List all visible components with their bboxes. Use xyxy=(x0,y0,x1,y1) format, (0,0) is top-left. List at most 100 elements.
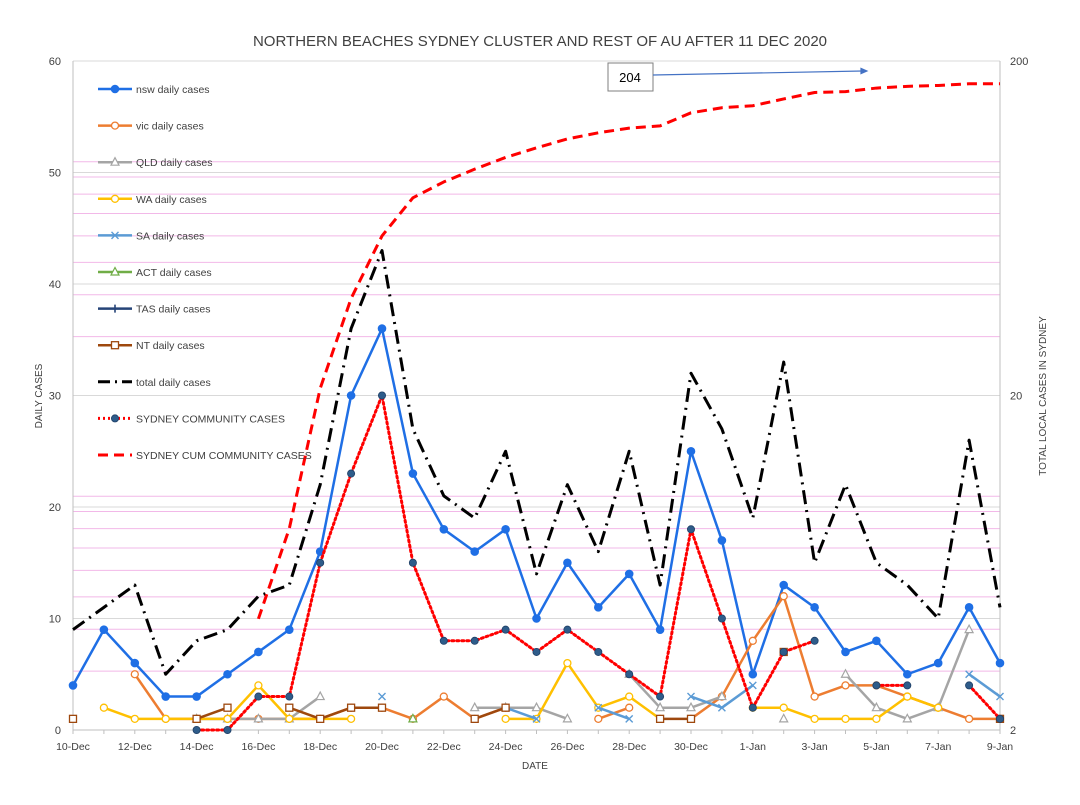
data-point xyxy=(254,647,263,657)
data-point xyxy=(872,681,881,690)
data-point xyxy=(563,558,572,568)
data-point xyxy=(625,692,634,701)
data-point xyxy=(501,525,510,534)
data-point xyxy=(748,669,758,679)
data-point xyxy=(686,714,696,723)
data-point xyxy=(470,636,479,645)
annotation-text: 204 xyxy=(619,70,641,85)
y-tick-label: 30 xyxy=(49,391,61,403)
data-point xyxy=(346,391,356,400)
data-point xyxy=(285,692,294,701)
data-point xyxy=(965,681,974,690)
data-point xyxy=(439,692,448,701)
legend-label: QLD daily cases xyxy=(136,157,212,169)
data-point xyxy=(686,701,696,712)
data-point xyxy=(316,558,325,567)
data-point xyxy=(130,658,140,668)
x-tick-label: 20-Dec xyxy=(365,741,399,753)
data-point xyxy=(253,713,264,723)
y-tick-label: 50 xyxy=(49,168,61,180)
x-tick-label: 10-Dec xyxy=(56,741,90,753)
data-point xyxy=(111,231,119,240)
x-tick-label: 12-Dec xyxy=(118,741,152,753)
data-point xyxy=(717,614,726,623)
data-point xyxy=(872,714,881,723)
data-point xyxy=(110,156,120,166)
data-point xyxy=(717,536,727,545)
data-point xyxy=(469,701,480,712)
data-point xyxy=(748,681,757,690)
data-point xyxy=(110,341,120,350)
data-point xyxy=(285,703,294,712)
x-tick-label: 30-Dec xyxy=(674,741,708,753)
data-point xyxy=(316,714,325,723)
series-line xyxy=(196,706,228,721)
series-line xyxy=(288,706,382,721)
data-point xyxy=(501,714,510,723)
data-point xyxy=(192,726,201,735)
data-point xyxy=(563,625,572,634)
legend-item: nsw daily cases xyxy=(98,84,210,96)
series-line xyxy=(968,673,1001,698)
legend-item: SYDNEY CUM COMMUNITY CASES xyxy=(98,450,312,462)
data-point xyxy=(995,658,1005,668)
data-point xyxy=(810,636,819,645)
data-point xyxy=(625,670,634,679)
data-point xyxy=(378,692,386,701)
data-point xyxy=(223,726,232,735)
legend-label: SA daily cases xyxy=(136,230,204,242)
series-line xyxy=(505,706,537,721)
series-line xyxy=(967,683,1002,721)
annotation-arrow-head xyxy=(860,67,869,75)
x-tick-label: 14-Dec xyxy=(180,741,214,753)
data-point xyxy=(563,658,572,668)
data-point xyxy=(223,703,232,712)
data-point xyxy=(110,266,120,276)
data-point xyxy=(810,603,819,612)
legend-item: SA daily cases xyxy=(98,230,204,242)
data-point xyxy=(99,625,109,634)
data-point xyxy=(903,681,912,690)
annotation-arrow-line xyxy=(652,70,863,76)
data-point xyxy=(996,692,1004,701)
data-point xyxy=(254,681,263,690)
data-point xyxy=(470,547,480,556)
x-tick-label: 26-Dec xyxy=(550,741,584,753)
data-point xyxy=(810,692,819,701)
data-point xyxy=(562,713,573,723)
data-point xyxy=(903,669,912,679)
y-axis-label: DAILY CASES xyxy=(34,363,45,428)
data-point xyxy=(655,625,665,634)
data-point xyxy=(254,692,263,701)
data-point xyxy=(223,714,232,723)
annotation-box xyxy=(607,62,654,92)
data-point xyxy=(996,714,1005,723)
data-point xyxy=(748,703,757,712)
data-point xyxy=(532,614,541,623)
data-point xyxy=(964,623,975,634)
x-tick-label: 24-Dec xyxy=(489,741,523,753)
data-point xyxy=(594,603,603,612)
data-point xyxy=(161,714,170,723)
data-point xyxy=(346,703,356,712)
legend-label: SYDNEY COMMUNITY CASES xyxy=(136,413,285,425)
data-point xyxy=(841,714,850,723)
y-tick-label: 40 xyxy=(49,279,61,291)
legend-label: vic daily cases xyxy=(136,121,204,133)
data-point xyxy=(161,692,170,701)
data-point xyxy=(871,701,882,712)
series-0 xyxy=(68,324,1005,701)
data-point xyxy=(532,714,541,723)
legend-item: SYDNEY COMMUNITY CASES xyxy=(98,413,285,425)
data-point xyxy=(779,580,789,590)
series-line xyxy=(505,661,661,721)
legend-label: ACT daily cases xyxy=(136,267,212,279)
data-point xyxy=(315,690,326,701)
data-point xyxy=(872,636,881,646)
data-point xyxy=(779,592,788,601)
data-point xyxy=(110,84,120,94)
data-point xyxy=(687,692,695,701)
data-point xyxy=(686,446,696,456)
